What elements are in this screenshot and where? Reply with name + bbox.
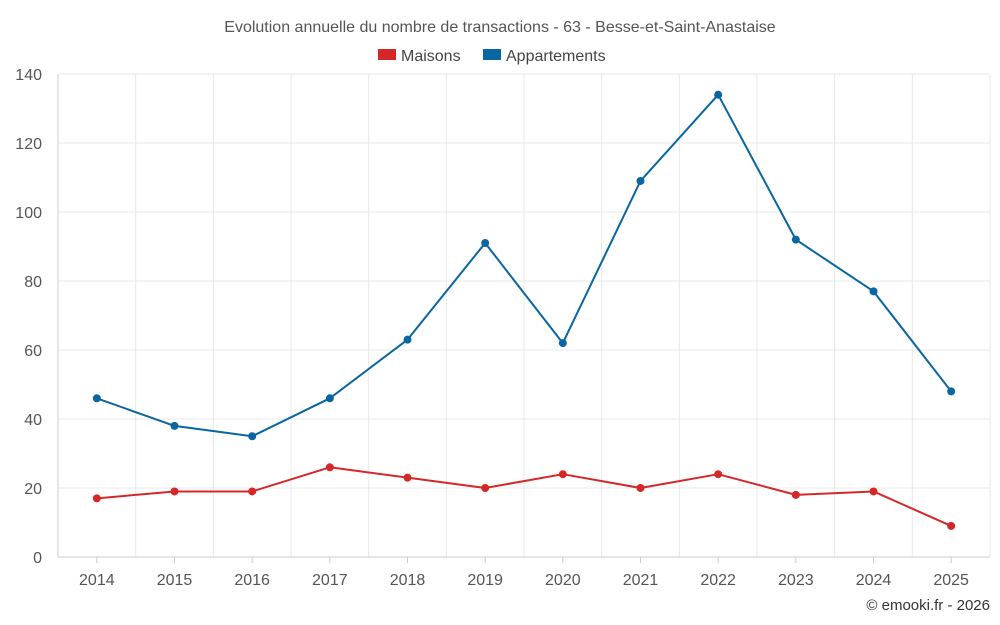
- y-tick-label: 80: [24, 274, 42, 291]
- y-tick-label: 0: [33, 550, 42, 567]
- x-tick-label: 2025: [933, 572, 969, 589]
- y-tick-label: 40: [24, 412, 42, 429]
- series-layer: [92, 90, 956, 530]
- data-point-appartements: [481, 239, 490, 248]
- x-tick-label: 2015: [157, 572, 193, 589]
- x-tick-label: 2016: [234, 572, 270, 589]
- x-tick-label: 2014: [79, 572, 115, 589]
- data-point-appartements: [558, 339, 567, 348]
- y-tick-label: 100: [15, 205, 42, 222]
- data-point-appartements: [92, 394, 101, 403]
- x-tick-label: 2021: [623, 572, 659, 589]
- data-point-maisons: [636, 484, 645, 492]
- x-tick-label: 2022: [700, 572, 736, 589]
- x-tick-label: 2018: [390, 572, 426, 589]
- grid: [57, 73, 991, 557]
- data-point-maisons: [947, 521, 956, 530]
- data-point-appartements: [791, 235, 800, 244]
- data-point-maisons: [403, 473, 412, 482]
- x-tick-label: 2020: [545, 572, 581, 589]
- axes: 0 20 40 60 80 100 120 140 2014 2015 2016 2017 2018 20…: [15, 67, 990, 589]
- chart-title: Evolution annuelle du nombre de transact…: [224, 19, 776, 36]
- legend-swatch-maisons: [378, 49, 396, 60]
- legend-swatch-appartements: [483, 49, 501, 60]
- data-point-maisons: [92, 494, 101, 503]
- legend-label-maisons: Maisons: [401, 48, 461, 65]
- data-point-appartements: [403, 335, 412, 344]
- data-point-appartements: [170, 421, 179, 430]
- x-tick-label: 2017: [312, 572, 348, 589]
- x-tick-label: 2023: [778, 572, 814, 589]
- data-point-maisons: [481, 484, 490, 492]
- series-appartements: [92, 90, 956, 441]
- data-point-maisons: [558, 470, 567, 479]
- legend: Maisons Appartements: [378, 48, 606, 65]
- y-tick-label: 20: [24, 481, 42, 498]
- y-tick-label: 120: [15, 136, 42, 153]
- data-point-maisons: [325, 463, 334, 472]
- credit-text: © emooki.fr - 2026: [866, 597, 990, 614]
- series-maisons: [92, 463, 956, 530]
- data-point-maisons: [714, 470, 723, 479]
- data-point-maisons: [869, 487, 878, 496]
- y-tick-label: 60: [24, 343, 42, 360]
- data-point-maisons: [248, 487, 257, 496]
- x-tick-label: 2024: [856, 572, 892, 589]
- series-line-maisons: [96, 466, 952, 527]
- data-point-appartements: [947, 387, 956, 396]
- legend-label-appartements: Appartements: [506, 48, 606, 65]
- data-point-appartements: [248, 432, 257, 441]
- data-point-appartements: [714, 90, 723, 99]
- data-point-maisons: [791, 490, 800, 499]
- y-tick-label: 140: [15, 67, 42, 84]
- data-point-appartements: [636, 176, 645, 185]
- data-point-appartements: [325, 394, 334, 403]
- data-point-appartements: [869, 287, 878, 296]
- x-tick-label: 2019: [467, 572, 503, 589]
- data-point-maisons: [170, 487, 179, 496]
- series-line-appartements: [96, 93, 952, 438]
